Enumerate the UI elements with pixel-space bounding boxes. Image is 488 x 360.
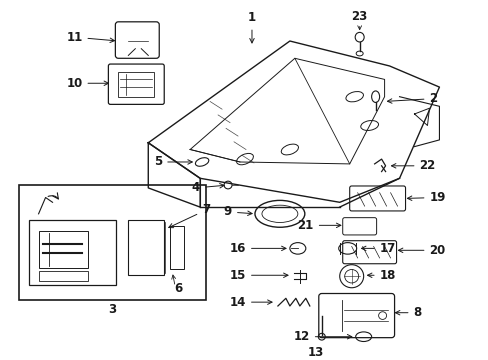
Text: 4: 4 xyxy=(191,181,224,194)
Text: 6: 6 xyxy=(174,282,182,295)
Text: 13: 13 xyxy=(307,346,323,359)
Text: 1: 1 xyxy=(247,12,256,43)
Text: 7: 7 xyxy=(168,203,210,228)
Bar xyxy=(39,231,88,267)
Text: 19: 19 xyxy=(407,191,445,204)
Text: 15: 15 xyxy=(229,269,287,282)
Text: 22: 22 xyxy=(391,159,435,172)
Text: 5: 5 xyxy=(154,156,192,168)
Text: 17: 17 xyxy=(361,242,395,255)
Bar xyxy=(128,220,164,275)
Text: 8: 8 xyxy=(395,306,421,319)
Text: 21: 21 xyxy=(297,219,340,232)
Text: 16: 16 xyxy=(229,242,285,255)
Bar xyxy=(19,185,205,300)
Bar xyxy=(118,72,154,97)
Text: 3: 3 xyxy=(108,303,116,316)
Text: 2: 2 xyxy=(386,92,437,105)
Bar xyxy=(170,226,184,269)
Text: 12: 12 xyxy=(293,330,351,343)
Text: 9: 9 xyxy=(224,206,252,219)
Bar xyxy=(29,220,116,285)
Text: 10: 10 xyxy=(66,77,108,90)
Text: 11: 11 xyxy=(66,31,114,44)
Text: 20: 20 xyxy=(398,244,445,257)
Text: 14: 14 xyxy=(229,296,271,309)
Text: 23: 23 xyxy=(351,10,367,23)
Bar xyxy=(39,271,88,281)
Text: 18: 18 xyxy=(367,269,395,282)
